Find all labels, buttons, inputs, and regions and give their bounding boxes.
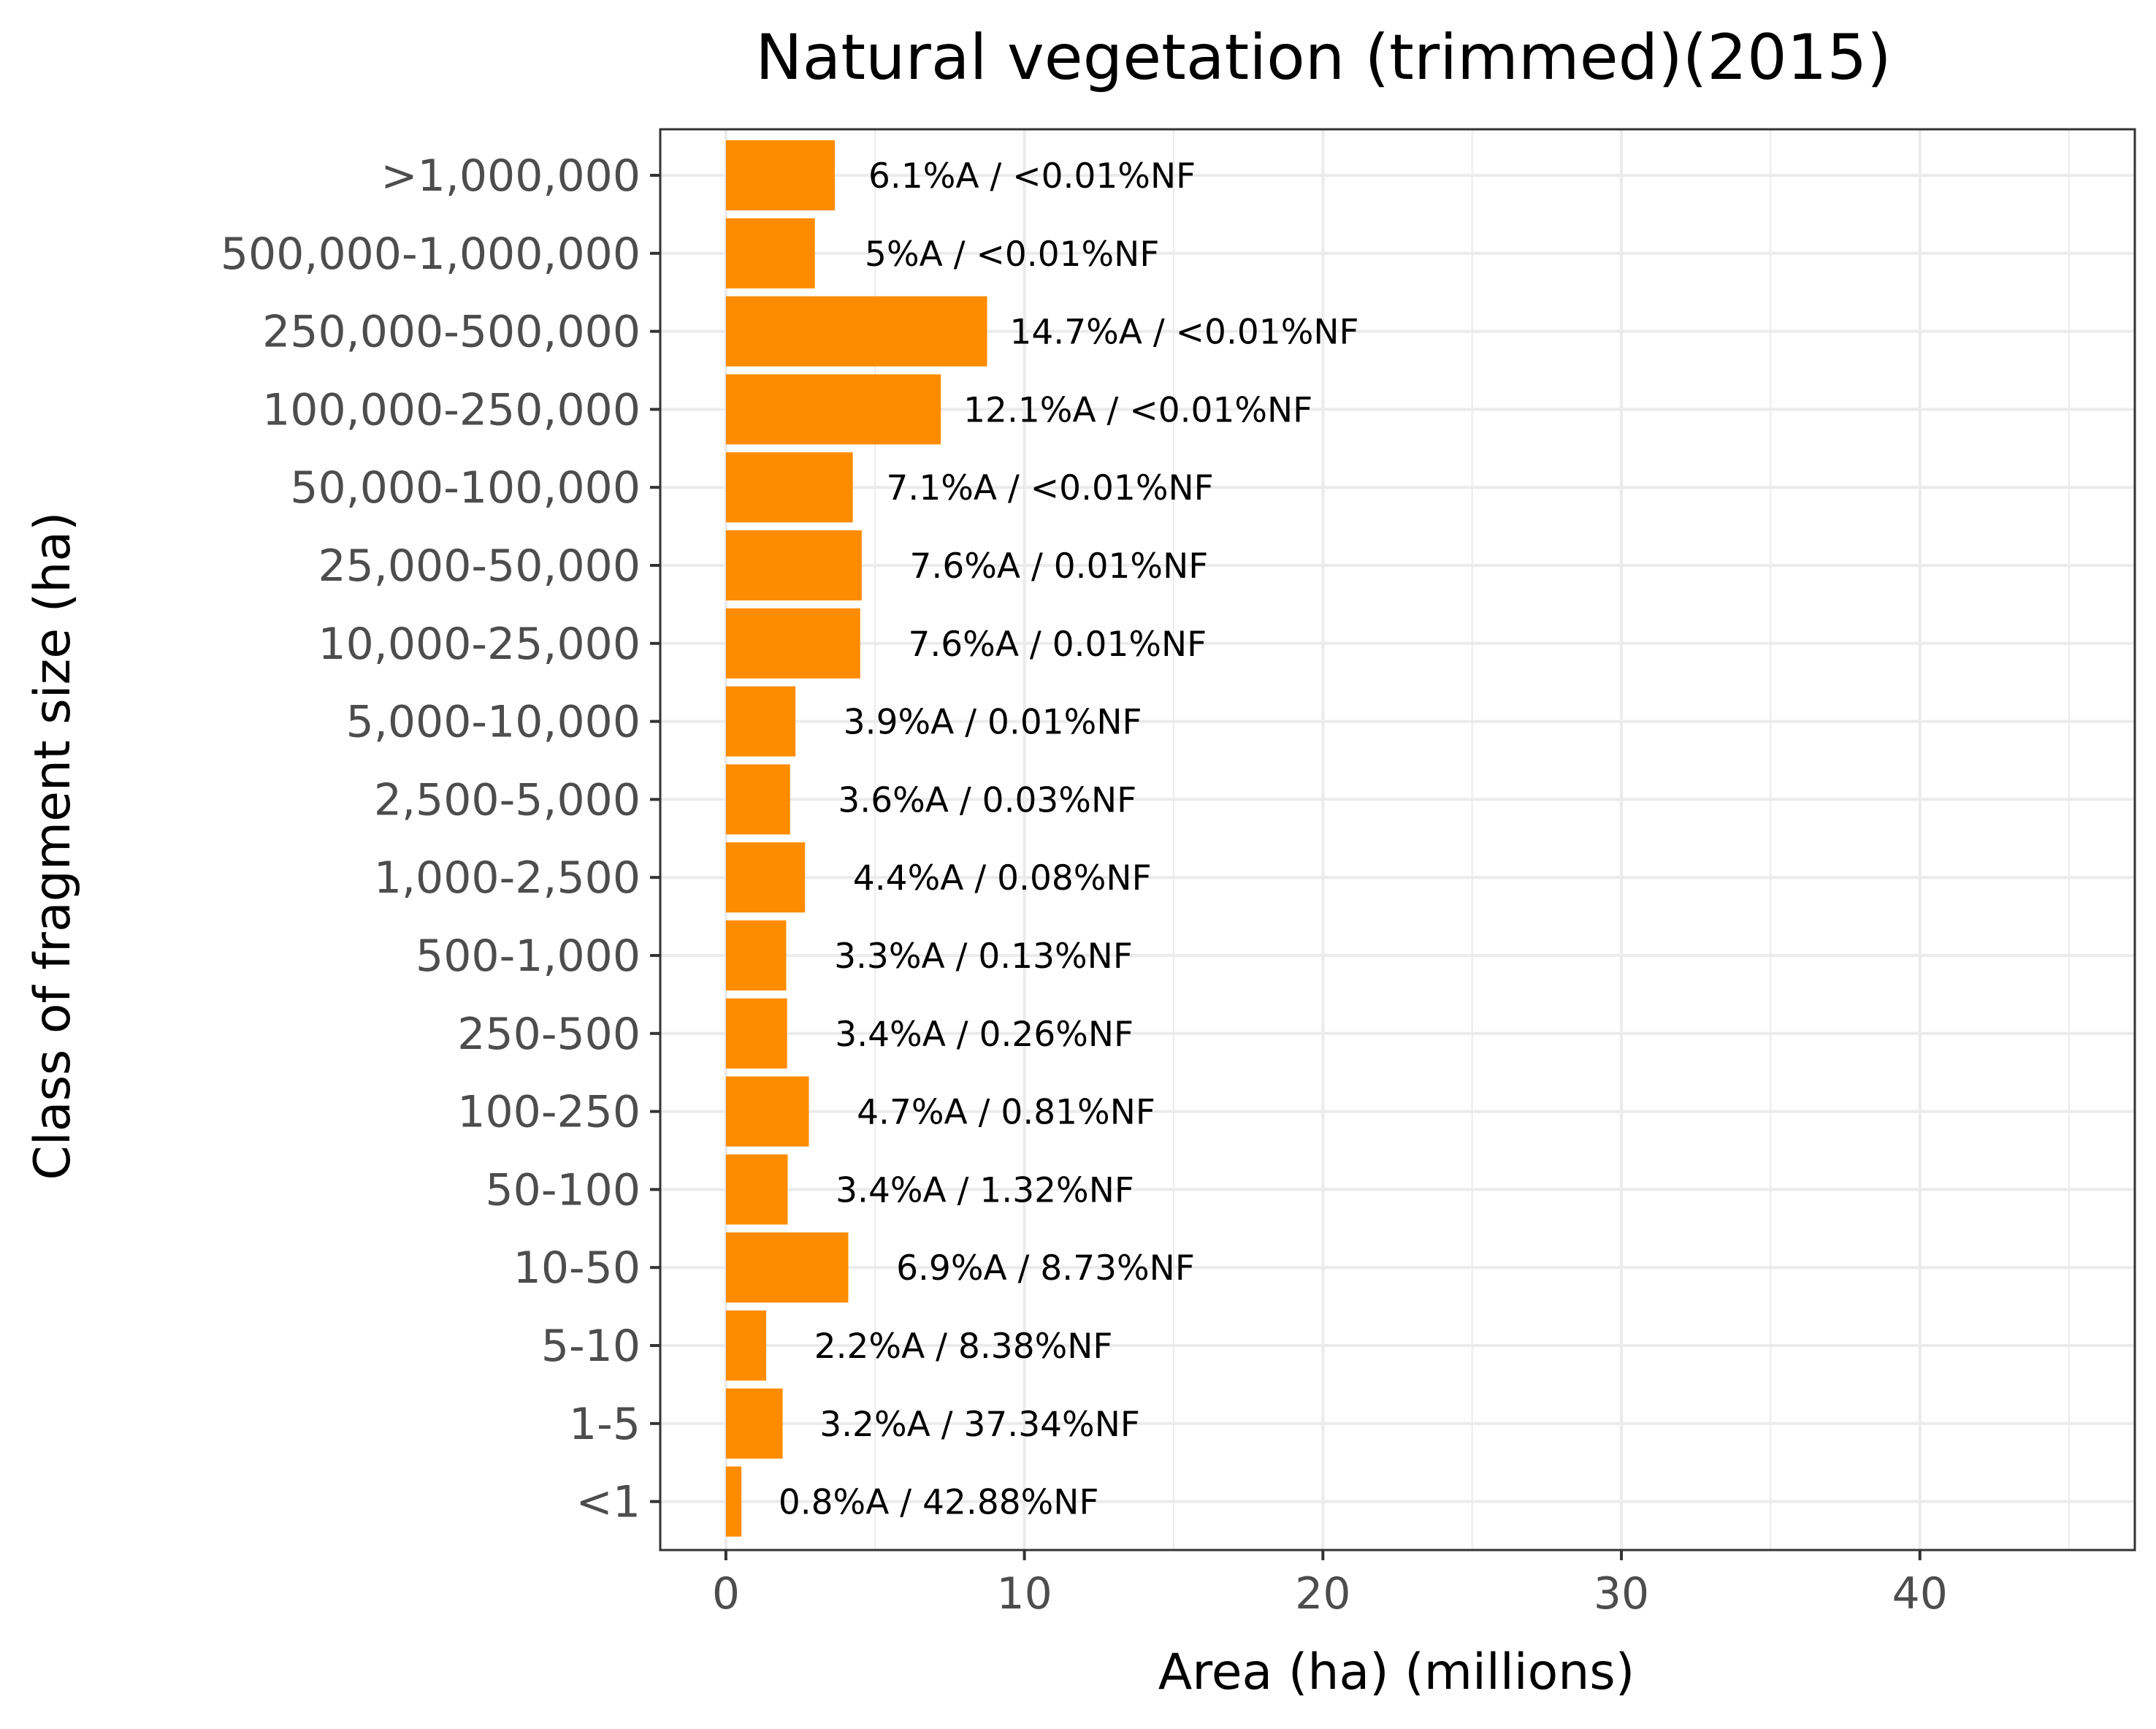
data-label: 0.8%A / 42.88%NF [779, 1483, 1099, 1523]
bar [725, 530, 862, 600]
y-tick-label: 500-1,000 [416, 931, 641, 982]
bar [725, 296, 987, 367]
y-tick-label: 10-50 [513, 1243, 641, 1294]
plot-panel-border [659, 128, 2136, 1551]
data-label: 5%A / <0.01%NF [865, 234, 1159, 275]
bar [725, 920, 787, 991]
data-label: 7.6%A / 0.01%NF [909, 546, 1208, 587]
y-tick-label: 1-5 [569, 1399, 641, 1450]
y-tick-label: 2,500-5,000 [374, 774, 641, 825]
data-label: 3.3%A / 0.13%NF [834, 936, 1133, 977]
data-label: 4.4%A / 0.08%NF [853, 858, 1152, 898]
data-label: 7.6%A / 0.01%NF [908, 625, 1207, 665]
data-label: 3.2%A / 37.34%NF [819, 1405, 1140, 1445]
y-tick-label: 1,000-2,500 [374, 852, 641, 904]
y-tick-label: 250,000-500,000 [262, 307, 641, 358]
bar [725, 1232, 849, 1303]
bar [725, 764, 790, 835]
bar [725, 608, 860, 679]
bar [725, 452, 853, 523]
x-tick-label: 10 [996, 1568, 1052, 1619]
data-label-layer: 6.1%A / <0.01%NF 5%A / <0.01%NF 14.7%A / <… [779, 156, 1359, 1523]
bar [725, 1076, 809, 1147]
x-tick-label: 0 [712, 1568, 740, 1619]
data-label: 12.1%A / <0.01%NF [963, 390, 1312, 430]
y-tick-label: 25,000-50,000 [318, 541, 641, 592]
y-tick-label: 100,000-250,000 [262, 384, 641, 435]
y-tick-label: 100-250 [457, 1087, 641, 1138]
chart-title: Natural vegetation (trimmed)(2015) [755, 21, 1891, 94]
data-label: 3.9%A / 0.01%NF [844, 703, 1142, 743]
y-tick-label: <1 [576, 1477, 641, 1528]
bar [725, 1466, 742, 1537]
data-label: 3.6%A / 0.03%NF [838, 780, 1136, 820]
bar [725, 1388, 783, 1459]
bar [725, 140, 836, 210]
x-axis-title: Area (ha) (millions) [1158, 1644, 1635, 1701]
x-tick-label: 40 [1892, 1568, 1948, 1619]
bar-layer [725, 140, 987, 1537]
data-label: 3.4%A / 1.32%NF [836, 1170, 1134, 1210]
data-label: 4.7%A / 0.81%NF [857, 1093, 1155, 1133]
bar [725, 1154, 788, 1225]
bar [725, 218, 815, 289]
data-label: 6.1%A / <0.01%NF [868, 156, 1196, 196]
x-tick-label: 30 [1594, 1568, 1649, 1619]
y-tick-label: 250-500 [457, 1009, 641, 1060]
y-axis-title: Class of fragment size (ha) [24, 511, 82, 1180]
y-tick-label: 5,000-10,000 [346, 697, 641, 748]
data-label: 3.4%A / 0.26%NF [835, 1015, 1134, 1055]
data-label: 14.7%A / <0.01%NF [1010, 313, 1359, 353]
y-tick-label: 500,000-1,000,000 [221, 229, 641, 280]
y-tick-label: >1,000,000 [381, 150, 641, 202]
bar [725, 686, 796, 757]
y-tick-label: 50-100 [485, 1164, 641, 1215]
bar [725, 998, 787, 1069]
data-label: 6.9%A / 8.73%NF [896, 1248, 1195, 1289]
y-tick-label: 10,000-25,000 [318, 619, 641, 670]
x-tick-label: 20 [1295, 1568, 1350, 1619]
bar [725, 1310, 767, 1381]
y-tick-label: 50,000-100,000 [290, 462, 641, 514]
data-label: 2.2%A / 8.38%NF [814, 1327, 1113, 1367]
bar [725, 374, 941, 445]
bar [725, 842, 806, 913]
data-label: 7.1%A / <0.01%NF [887, 468, 1214, 508]
axis-layer: 0 10 20 30 40 >1,000,000 500,000-1,000,000 250,… [221, 150, 1948, 1619]
y-tick-label: 5-10 [541, 1321, 641, 1372]
